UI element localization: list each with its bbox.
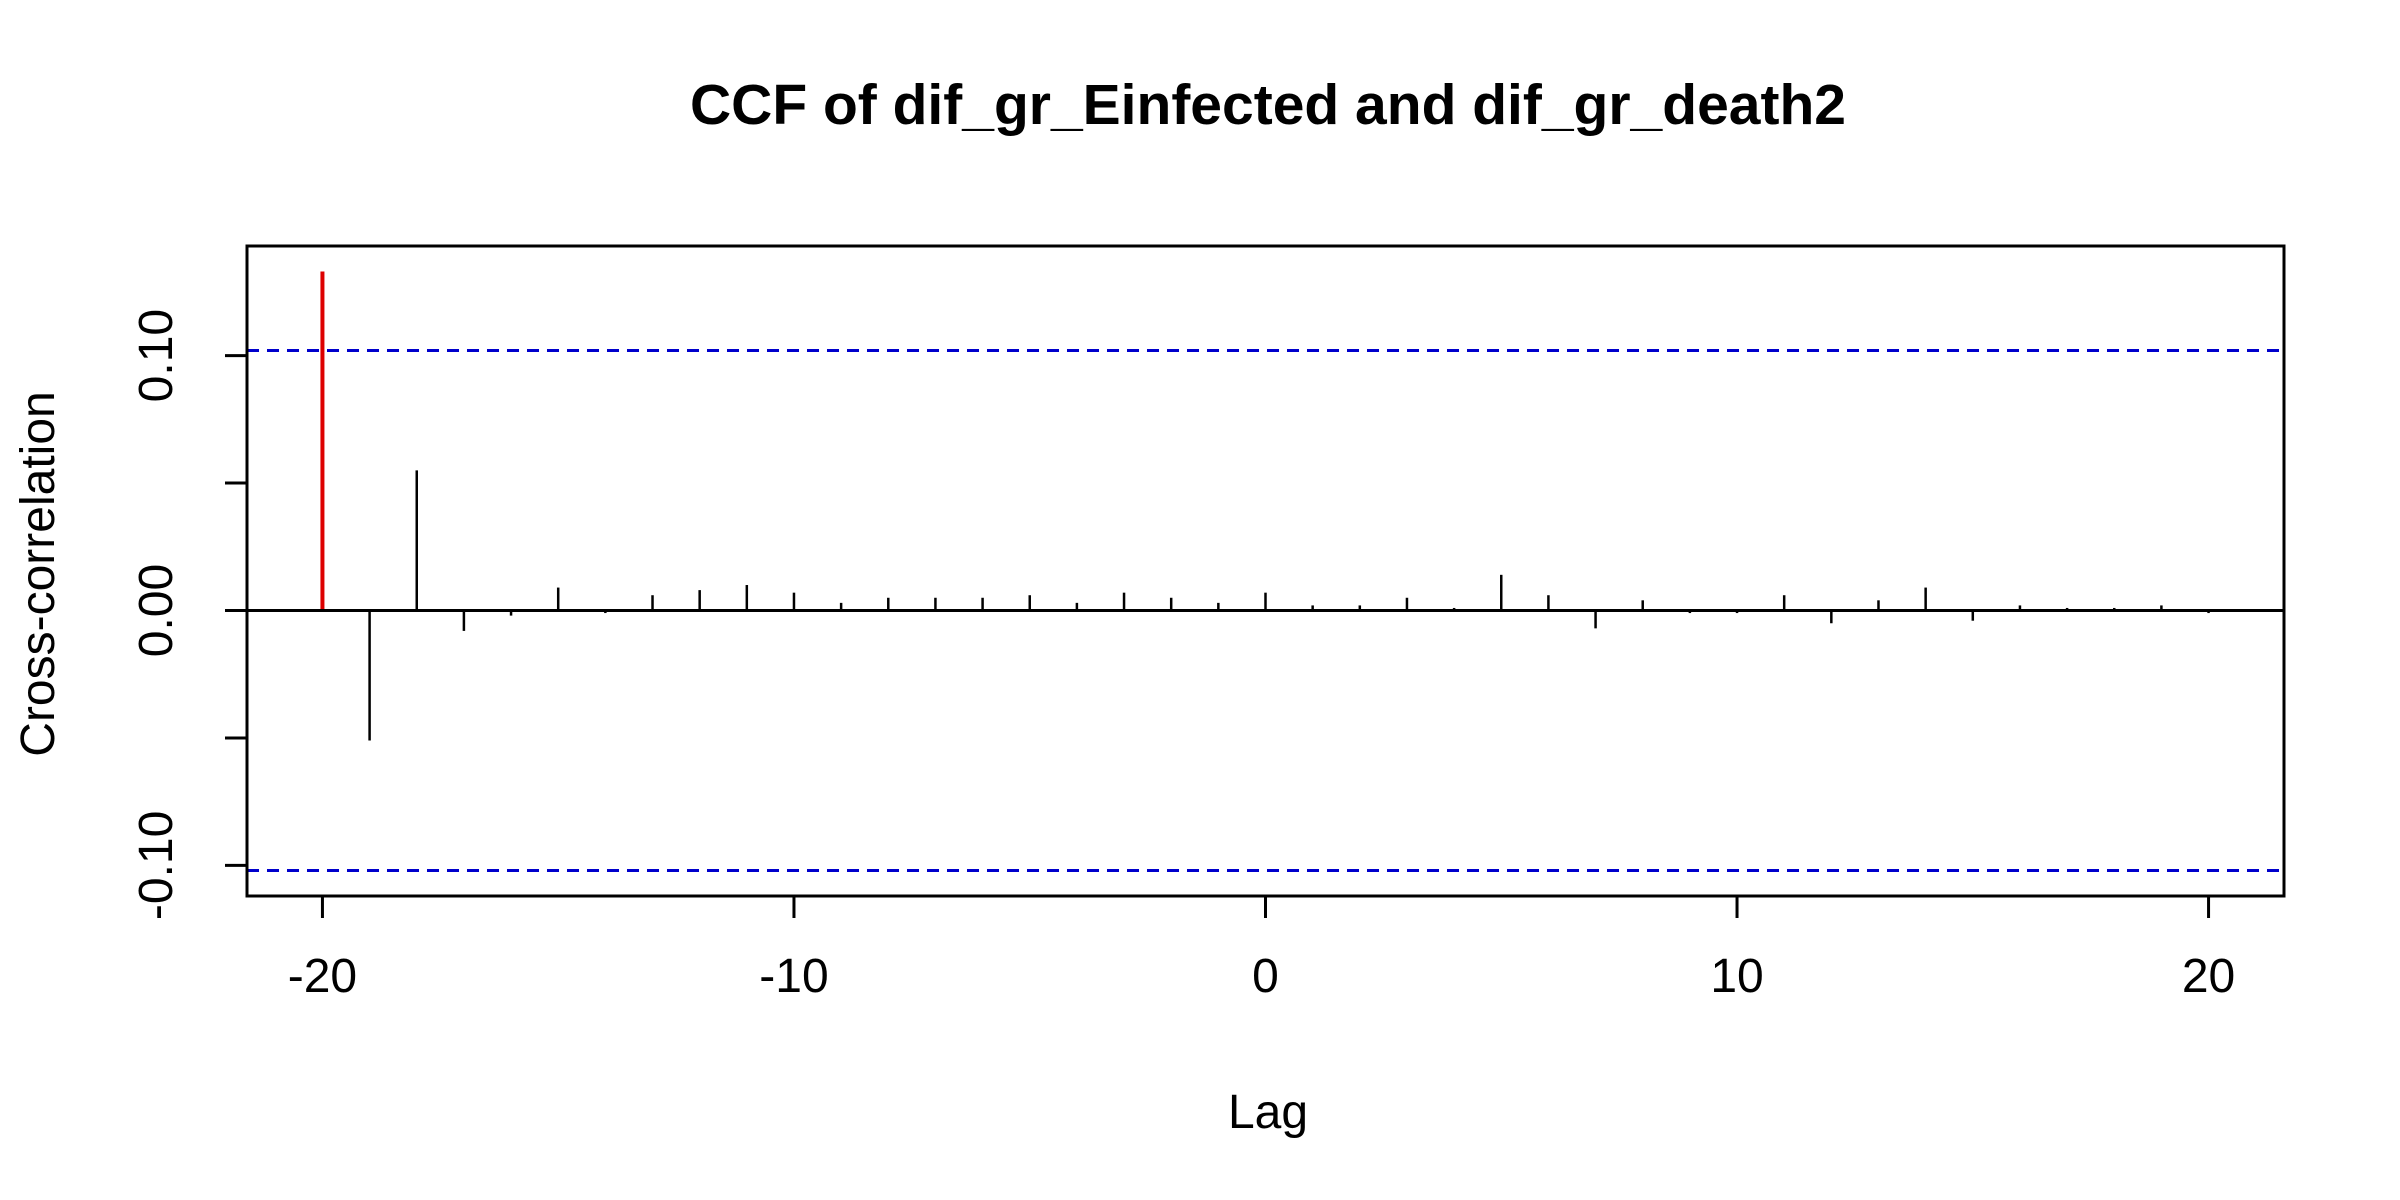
x-tick-label: 0 (1252, 950, 1279, 1003)
y-axis-label: Cross-correlation (12, 391, 65, 756)
x-axis: -20 -10 0 10 20 (288, 894, 2235, 1003)
y-tick-label: -0.10 (130, 811, 183, 920)
x-tick-label: 20 (2182, 950, 2235, 1003)
x-tick-label: 10 (1710, 950, 1763, 1003)
x-axis-label: Lag (1228, 1086, 1308, 1139)
y-axis: -0.10 0.00 0.10 (130, 309, 249, 920)
x-tick-label: -10 (759, 950, 828, 1003)
plot-frame (245, 244, 2286, 898)
y-tick-label: 0.00 (130, 564, 183, 657)
x-tick-label: -20 (288, 950, 357, 1003)
chart-title: CCF of dif_gr_Einfected and dif_gr_death… (690, 73, 1846, 137)
y-tick-label: 0.10 (130, 309, 183, 402)
bars-group (320, 271, 2210, 741)
